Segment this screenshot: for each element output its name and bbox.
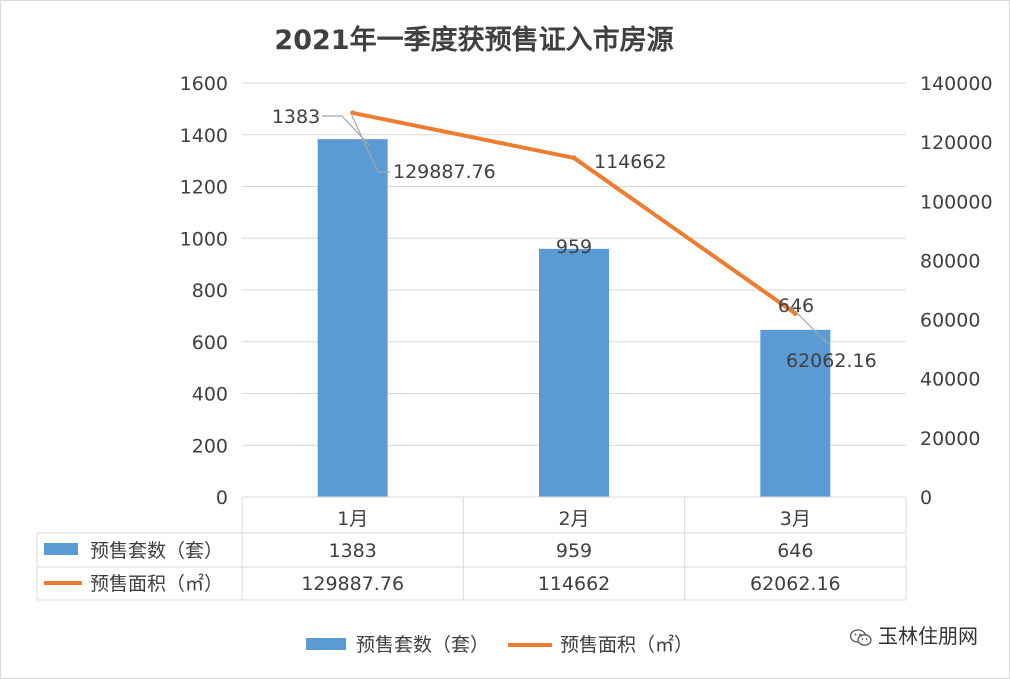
table-cell: 114662	[538, 573, 611, 595]
y-right-tick-label: 100000	[920, 191, 993, 213]
y-right-tick-label: 120000	[920, 132, 993, 154]
legend-label: 预售套数（套）	[356, 634, 489, 656]
table-cell: 1383	[328, 540, 376, 562]
table-cell: 129887.76	[301, 573, 404, 595]
table-row-label: 预售套数（套）	[90, 540, 223, 562]
chart-title: 2021年一季度获预售证入市房源	[274, 25, 674, 56]
bar	[760, 329, 831, 497]
y-right-tick-label: 60000	[920, 310, 980, 332]
table-cell: 959	[556, 540, 592, 562]
bar-data-label: 959	[556, 236, 592, 258]
line-data-label: 62062.16	[786, 350, 877, 372]
table-cell: 62062.16	[750, 573, 841, 595]
x-category-label: 2月	[558, 508, 589, 530]
line-data-label: 114662	[594, 151, 667, 173]
y-right-tick-label: 0	[920, 487, 932, 509]
y-left-tick-label: 800	[192, 280, 228, 302]
bar-data-label: 1383	[272, 106, 320, 128]
bar	[317, 139, 388, 497]
y-left-tick-label: 1400	[180, 125, 228, 147]
y-left-tick-label: 1600	[180, 73, 228, 95]
x-category-label: 1月	[337, 508, 368, 530]
table-row-label: 预售面积（㎡）	[90, 572, 223, 595]
label-leader-line	[351, 115, 390, 173]
y-right-tick-label: 20000	[920, 428, 980, 450]
y-left-tick-label: 0	[216, 487, 228, 509]
line-point	[571, 155, 577, 161]
y-right-tick-label: 40000	[920, 369, 980, 391]
line-point	[350, 110, 356, 116]
y-right-tick-label: 140000	[920, 73, 993, 95]
y-left-tick-label: 400	[192, 384, 228, 406]
y-left-tick-label: 1000	[180, 228, 228, 250]
x-category-label: 3月	[780, 508, 811, 530]
watermark-text: 玉林住朋网	[878, 624, 978, 648]
table-legend-bar-key	[44, 543, 78, 555]
bar	[539, 248, 609, 497]
y-left-tick-label: 600	[192, 332, 228, 354]
y-left-tick-label: 1200	[180, 177, 228, 199]
table-cell: 646	[777, 540, 813, 562]
y-left-tick-label: 200	[192, 435, 228, 457]
bar-data-label: 646	[778, 295, 814, 317]
legend-bar-key	[306, 638, 346, 650]
legend-label: 预售面积（㎡）	[560, 633, 693, 656]
y-right-tick-label: 80000	[920, 250, 980, 272]
label-leader-line	[789, 305, 829, 345]
line-data-label: 129887.76	[393, 161, 496, 183]
wechat-icon	[850, 629, 872, 646]
